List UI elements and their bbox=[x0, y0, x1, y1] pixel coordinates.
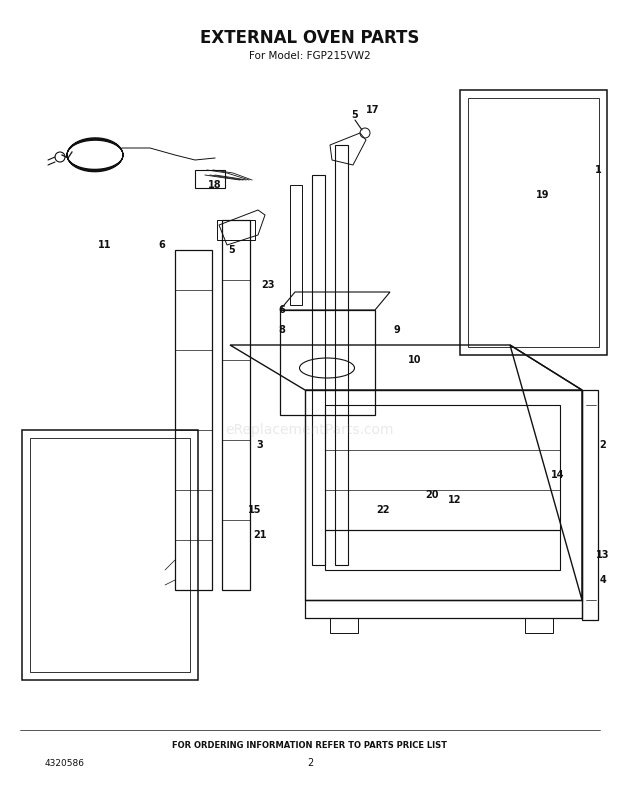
Text: eReplacementParts.com: eReplacementParts.com bbox=[226, 423, 394, 437]
Text: 10: 10 bbox=[408, 355, 422, 365]
Bar bbox=[290, 185, 302, 305]
Text: 21: 21 bbox=[253, 530, 267, 540]
Text: For Model: FGP215VW2: For Model: FGP215VW2 bbox=[249, 51, 371, 61]
Text: 2: 2 bbox=[307, 758, 313, 768]
Text: 14: 14 bbox=[551, 470, 565, 480]
Bar bbox=[525, 618, 553, 633]
Text: 6: 6 bbox=[278, 305, 285, 315]
Text: 9: 9 bbox=[394, 325, 401, 335]
Text: FOR ORDERING INFORMATION REFER TO PARTS PRICE LIST: FOR ORDERING INFORMATION REFER TO PARTS … bbox=[172, 740, 448, 750]
Text: 23: 23 bbox=[261, 280, 275, 290]
Text: 5: 5 bbox=[229, 245, 236, 255]
Text: 3: 3 bbox=[257, 440, 264, 450]
Bar bbox=[330, 618, 358, 633]
Text: 4: 4 bbox=[600, 575, 606, 585]
Text: 13: 13 bbox=[596, 550, 609, 560]
Text: 18: 18 bbox=[208, 180, 222, 190]
Text: 17: 17 bbox=[366, 105, 379, 115]
Text: 4320586: 4320586 bbox=[45, 758, 85, 767]
Text: 6: 6 bbox=[159, 240, 166, 250]
Text: 22: 22 bbox=[376, 505, 390, 515]
Text: 15: 15 bbox=[248, 505, 262, 515]
Text: 8: 8 bbox=[278, 325, 285, 335]
Text: 12: 12 bbox=[448, 495, 462, 505]
Text: EXTERNAL OVEN PARTS: EXTERNAL OVEN PARTS bbox=[200, 29, 420, 47]
Text: 2: 2 bbox=[600, 440, 606, 450]
Text: 19: 19 bbox=[536, 190, 550, 200]
Text: 20: 20 bbox=[425, 490, 439, 500]
Text: 5: 5 bbox=[352, 110, 358, 120]
Text: 11: 11 bbox=[98, 240, 112, 250]
Bar bbox=[195, 170, 225, 188]
Text: 1: 1 bbox=[595, 165, 601, 175]
